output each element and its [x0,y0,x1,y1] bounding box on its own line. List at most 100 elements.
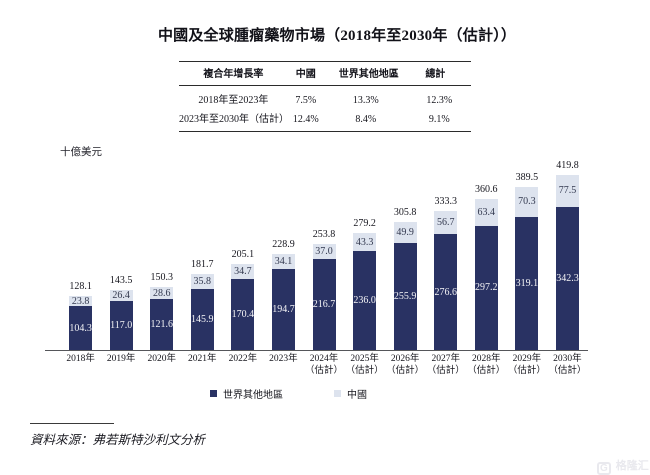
bar-value-china: 35.8 [193,276,212,288]
x-axis-label: 2022年 [228,354,258,364]
bar-value-china: 23.8 [71,295,90,307]
bar-segment-china: 49.9 [393,222,417,244]
bar-segment-rest-of-world: 236.0 [353,251,377,350]
bar-total-label: 181.7 [191,259,214,271]
cagr-period: 2023年至2030年（估計） [179,114,289,125]
bar-value-china: 34.1 [274,256,293,268]
cagr-china-value: 12.4% [292,114,319,125]
bar-total-label: 143.5 [109,275,133,287]
bar-value-rest-of-world: 104.3 [69,322,92,334]
bar-segment-china: 28.6 [150,287,174,300]
bar-value-china: 26.4 [112,290,130,302]
bar-value-rest-of-world: 276.6 [434,286,457,298]
bar-total-label: 205.1 [231,249,255,261]
cagr-header-metric: 複合年增長率 [203,69,264,80]
cagr-table: 複合年增長率 中國 世界其他地區 總計 2018年至2023年 7.5% 13.… [179,61,471,132]
watermark-logo-icon: G [597,462,611,475]
bar-total-label: 228.9 [272,239,295,251]
legend-swatch-china [334,390,341,397]
bar-value-china: 77.5 [558,185,577,197]
cagr-header-total: 總計 [425,69,446,80]
bar-segment-rest-of-world: 319.1 [515,216,539,350]
cagr-total-value: 9.1% [428,114,450,125]
x-axis-label: 2028年 （估計） [467,354,506,376]
x-axis-label: 2025年 （估計） [345,354,384,376]
bar-total-label: 279.2 [353,218,376,230]
bar-segment-china: 63.4 [474,199,498,226]
bar-segment-rest-of-world: 216.7 [312,259,336,350]
cagr-china-value: 7.5% [295,95,317,106]
bar-segment-china: 77.5 [555,174,579,207]
legend-item-rest-of-world: 世界其他地區 [210,385,283,401]
bar-segment-rest-of-world: 121.6 [150,299,174,350]
bar-total-label: 389.5 [515,172,539,184]
bar-segment-rest-of-world: 297.2 [474,225,498,350]
bar-segment-rest-of-world: 145.9 [190,289,214,350]
bar-value-china: 63.4 [477,207,496,219]
x-axis-label: 2020年 [147,354,176,364]
cagr-table-header-row: 複合年增長率 中國 世界其他地區 總計 [179,61,471,86]
bar-value-rest-of-world: 194.7 [272,303,295,315]
bar-value-rest-of-world: 117.0 [110,320,133,332]
bar-value-china: 49.9 [396,227,414,239]
bar-segment-china: 56.7 [434,210,458,235]
y-axis-unit-label: 十億美元 [60,147,102,158]
legend-swatch-rest-of-world [210,390,217,397]
bar-total-label: 128.1 [69,281,92,293]
source-note: 資料來源：弗若斯特沙利文分析 [30,433,206,447]
bar-value-china: 37.0 [315,246,333,258]
cagr-rest-of-world-value: 8.4% [355,114,377,125]
cagr-header-rest-of-world: 世界其他地區 [338,69,399,80]
bar-value-rest-of-world: 342.3 [556,272,579,284]
x-axis-label: 2019年 [106,354,136,364]
bar-segment-rest-of-world: 194.7 [271,268,295,350]
bar-total-label: 419.8 [556,159,579,171]
x-axis-label: 2026年 （估計） [386,354,425,376]
x-axis-label: 2024年 （估計） [305,354,344,376]
cagr-rest-of-world-value: 13.3% [352,95,379,106]
x-axis-label: 2030年 （估計） [548,354,587,376]
bar-value-rest-of-world: 297.2 [475,282,498,294]
bar-value-rest-of-world: 145.9 [191,314,214,325]
legend-label-rest-of-world: 世界其他地區 [223,390,283,401]
bar-segment-china: 26.4 [109,290,133,302]
watermark: G 格隆汇 [597,456,649,475]
bar-segment-rest-of-world: 170.4 [231,278,255,350]
x-axis-label: 2029年 （估計） [507,354,546,376]
bar-segment-rest-of-world: 117.0 [109,301,133,350]
bar-total-label: 360.6 [475,184,498,196]
bar-segment-china: 70.3 [515,187,539,217]
bar-segment-rest-of-world: 104.3 [69,306,93,350]
bar-total-label: 150.3 [150,272,173,284]
bar-value-rest-of-world: 236.0 [353,295,376,307]
x-axis-label: 2023年 [269,354,298,364]
bar-total-label: 333.3 [434,195,457,207]
chart-title: 中國及全球腫瘤藥物市場（2018年至2030年（估計）） [157,28,517,44]
watermark-text: 格隆汇 [615,460,649,472]
bar-value-china: 56.7 [436,217,455,229]
bar-total-label: 253.8 [312,229,336,240]
cagr-table-row-2018-2023: 2018年至2023年 7.5% 13.3% 12.3% [179,86,471,110]
cagr-total-value: 12.3% [426,95,453,106]
bar-total-label: 305.8 [393,207,417,219]
source-rule [30,423,114,424]
bar-value-china: 34.7 [234,266,252,278]
legend-item-china: 中國 [334,385,367,401]
x-axis-line [45,350,588,351]
bar-segment-china: 43.3 [353,233,377,252]
bar-value-rest-of-world: 170.4 [231,308,255,320]
bar-value-china: 70.3 [518,196,536,208]
bar-segment-rest-of-world: 342.3 [555,206,579,350]
x-axis-label: 2018年 [66,354,95,364]
bar-segment-china: 23.8 [69,296,93,307]
bar-segment-china: 34.1 [271,254,295,269]
bar-value-china: 28.6 [152,287,171,299]
x-axis-label: 2027年 （估計） [426,354,465,376]
bar-segment-rest-of-world: 276.6 [434,234,458,350]
bar-value-rest-of-world: 121.6 [150,319,173,331]
bar-segment-china: 37.0 [312,244,336,260]
cagr-period: 2018年至2023年 [198,95,269,106]
bar-value-rest-of-world: 319.1 [515,277,539,289]
bar-segment-china: 35.8 [190,274,214,290]
x-axis-label: 2021年 [188,354,217,364]
